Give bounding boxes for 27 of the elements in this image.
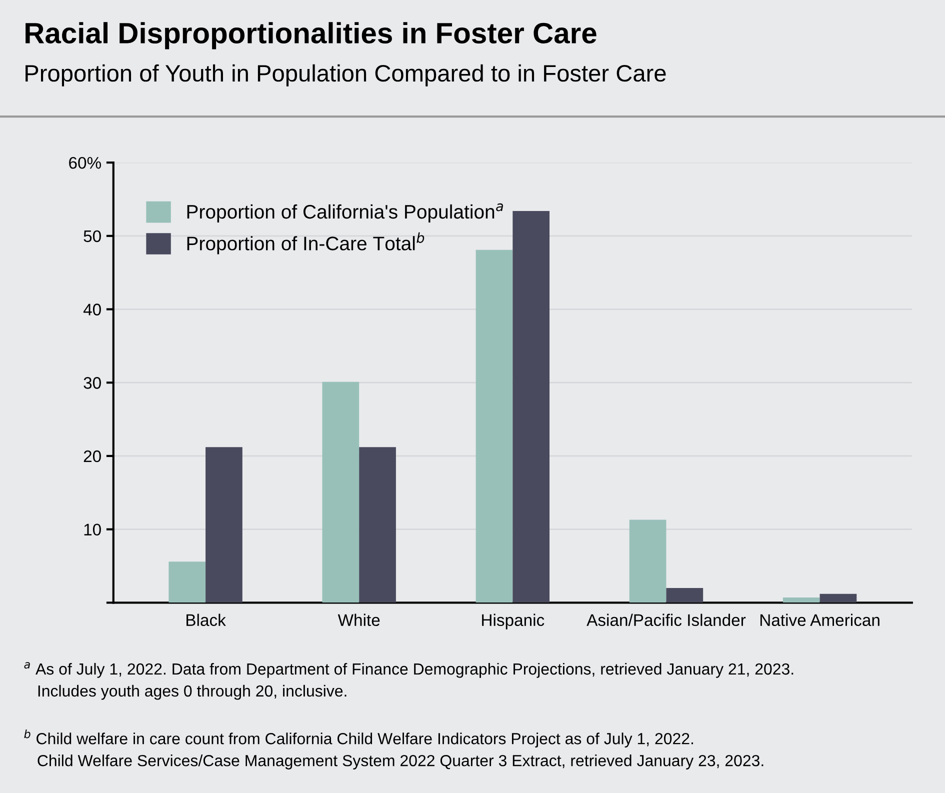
chart-subtitle: Proportion of Youth in Population Compared to in Foster Care: [26, 64, 666, 86]
bar: [512, 210, 550, 603]
bar: [322, 382, 360, 603]
chart-title: Racial Disproportionalities in Foster Care: [26, 22, 596, 50]
bar: [629, 520, 666, 603]
bar: [168, 562, 206, 603]
bar: [820, 594, 857, 603]
x-tick-label: Hispanic: [482, 614, 544, 630]
bar: [206, 447, 242, 603]
x-tick-label: Black: [186, 614, 226, 626]
x-tick-label: Native American: [760, 614, 880, 626]
y-tick-label: 40: [83, 304, 101, 316]
x-tick-label: White: [338, 614, 380, 626]
y-tick-label: 50: [84, 230, 101, 242]
y-tick-label: 30: [84, 377, 101, 389]
bar: [476, 250, 513, 603]
bar: [359, 447, 396, 603]
y-tick-label: 20: [84, 450, 101, 462]
y-tick-label: 10: [84, 524, 101, 536]
legend-label: Proportion of In-Care Total$^{b}$: [187, 232, 424, 254]
bar: [782, 598, 820, 603]
text: $^{a}$ As of July 1, 2022. Data from Department of Finance Demographic Projections, retrieved January 21, 2023. Includes youth ages 0 through 20, inclusive.: [24, 662, 794, 700]
bar: [666, 588, 704, 603]
legend-label: Proportion of California's Population$^{a}$: [187, 203, 503, 223]
x-tick-label: Asian/Pacific Islander: [586, 614, 746, 626]
text: $^{b}$ Child welfare in care count from California Child Welfare Indicators Project as of July 1, 2022. Child Welfare Services/Case Management System 2022 Quarter 3 Extract, retrieved January 23, 2023.: [24, 730, 764, 770]
y-tick-label: 60%: [69, 156, 102, 169]
